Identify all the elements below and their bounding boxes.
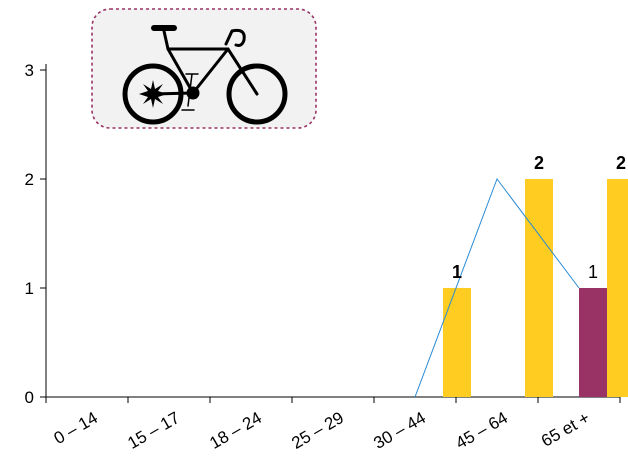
bar-value-label: 1 — [452, 262, 462, 282]
bar — [607, 179, 628, 397]
x-tick-label: 45 – 64 — [452, 408, 511, 453]
x-tick-label: 30 – 44 — [370, 408, 429, 453]
bicycle-icon — [122, 25, 288, 125]
x-tick-label: 65 et + — [538, 408, 593, 451]
y-tick-label: 0 — [25, 388, 34, 407]
bar-value-label: 2 — [616, 153, 626, 173]
bar — [443, 288, 471, 397]
bar — [525, 179, 553, 397]
y-tick-label: 1 — [25, 279, 34, 298]
bicycle-logo — [91, 8, 317, 129]
axes: 0 1 2 3 0 – 14 15 – 17 18 – 24 25 – 29 30 – 44 45… — [25, 61, 621, 453]
data-labels: 1 2 1 2 — [452, 153, 626, 282]
bar-value-label: 1 — [588, 262, 598, 282]
x-tick-label: 15 – 17 — [124, 408, 183, 453]
bar-value-label: 2 — [534, 153, 544, 173]
x-tick-label: 25 – 29 — [288, 408, 347, 453]
bar — [579, 288, 607, 397]
y-tick-label: 3 — [25, 61, 34, 80]
x-tick-label: 0 – 14 — [51, 408, 101, 448]
trend-line-group — [414, 177, 580, 398]
y-tick-label: 2 — [25, 170, 34, 189]
trend-line — [414, 177, 580, 398]
bars — [443, 179, 628, 397]
x-tick-label: 18 – 24 — [206, 408, 265, 453]
